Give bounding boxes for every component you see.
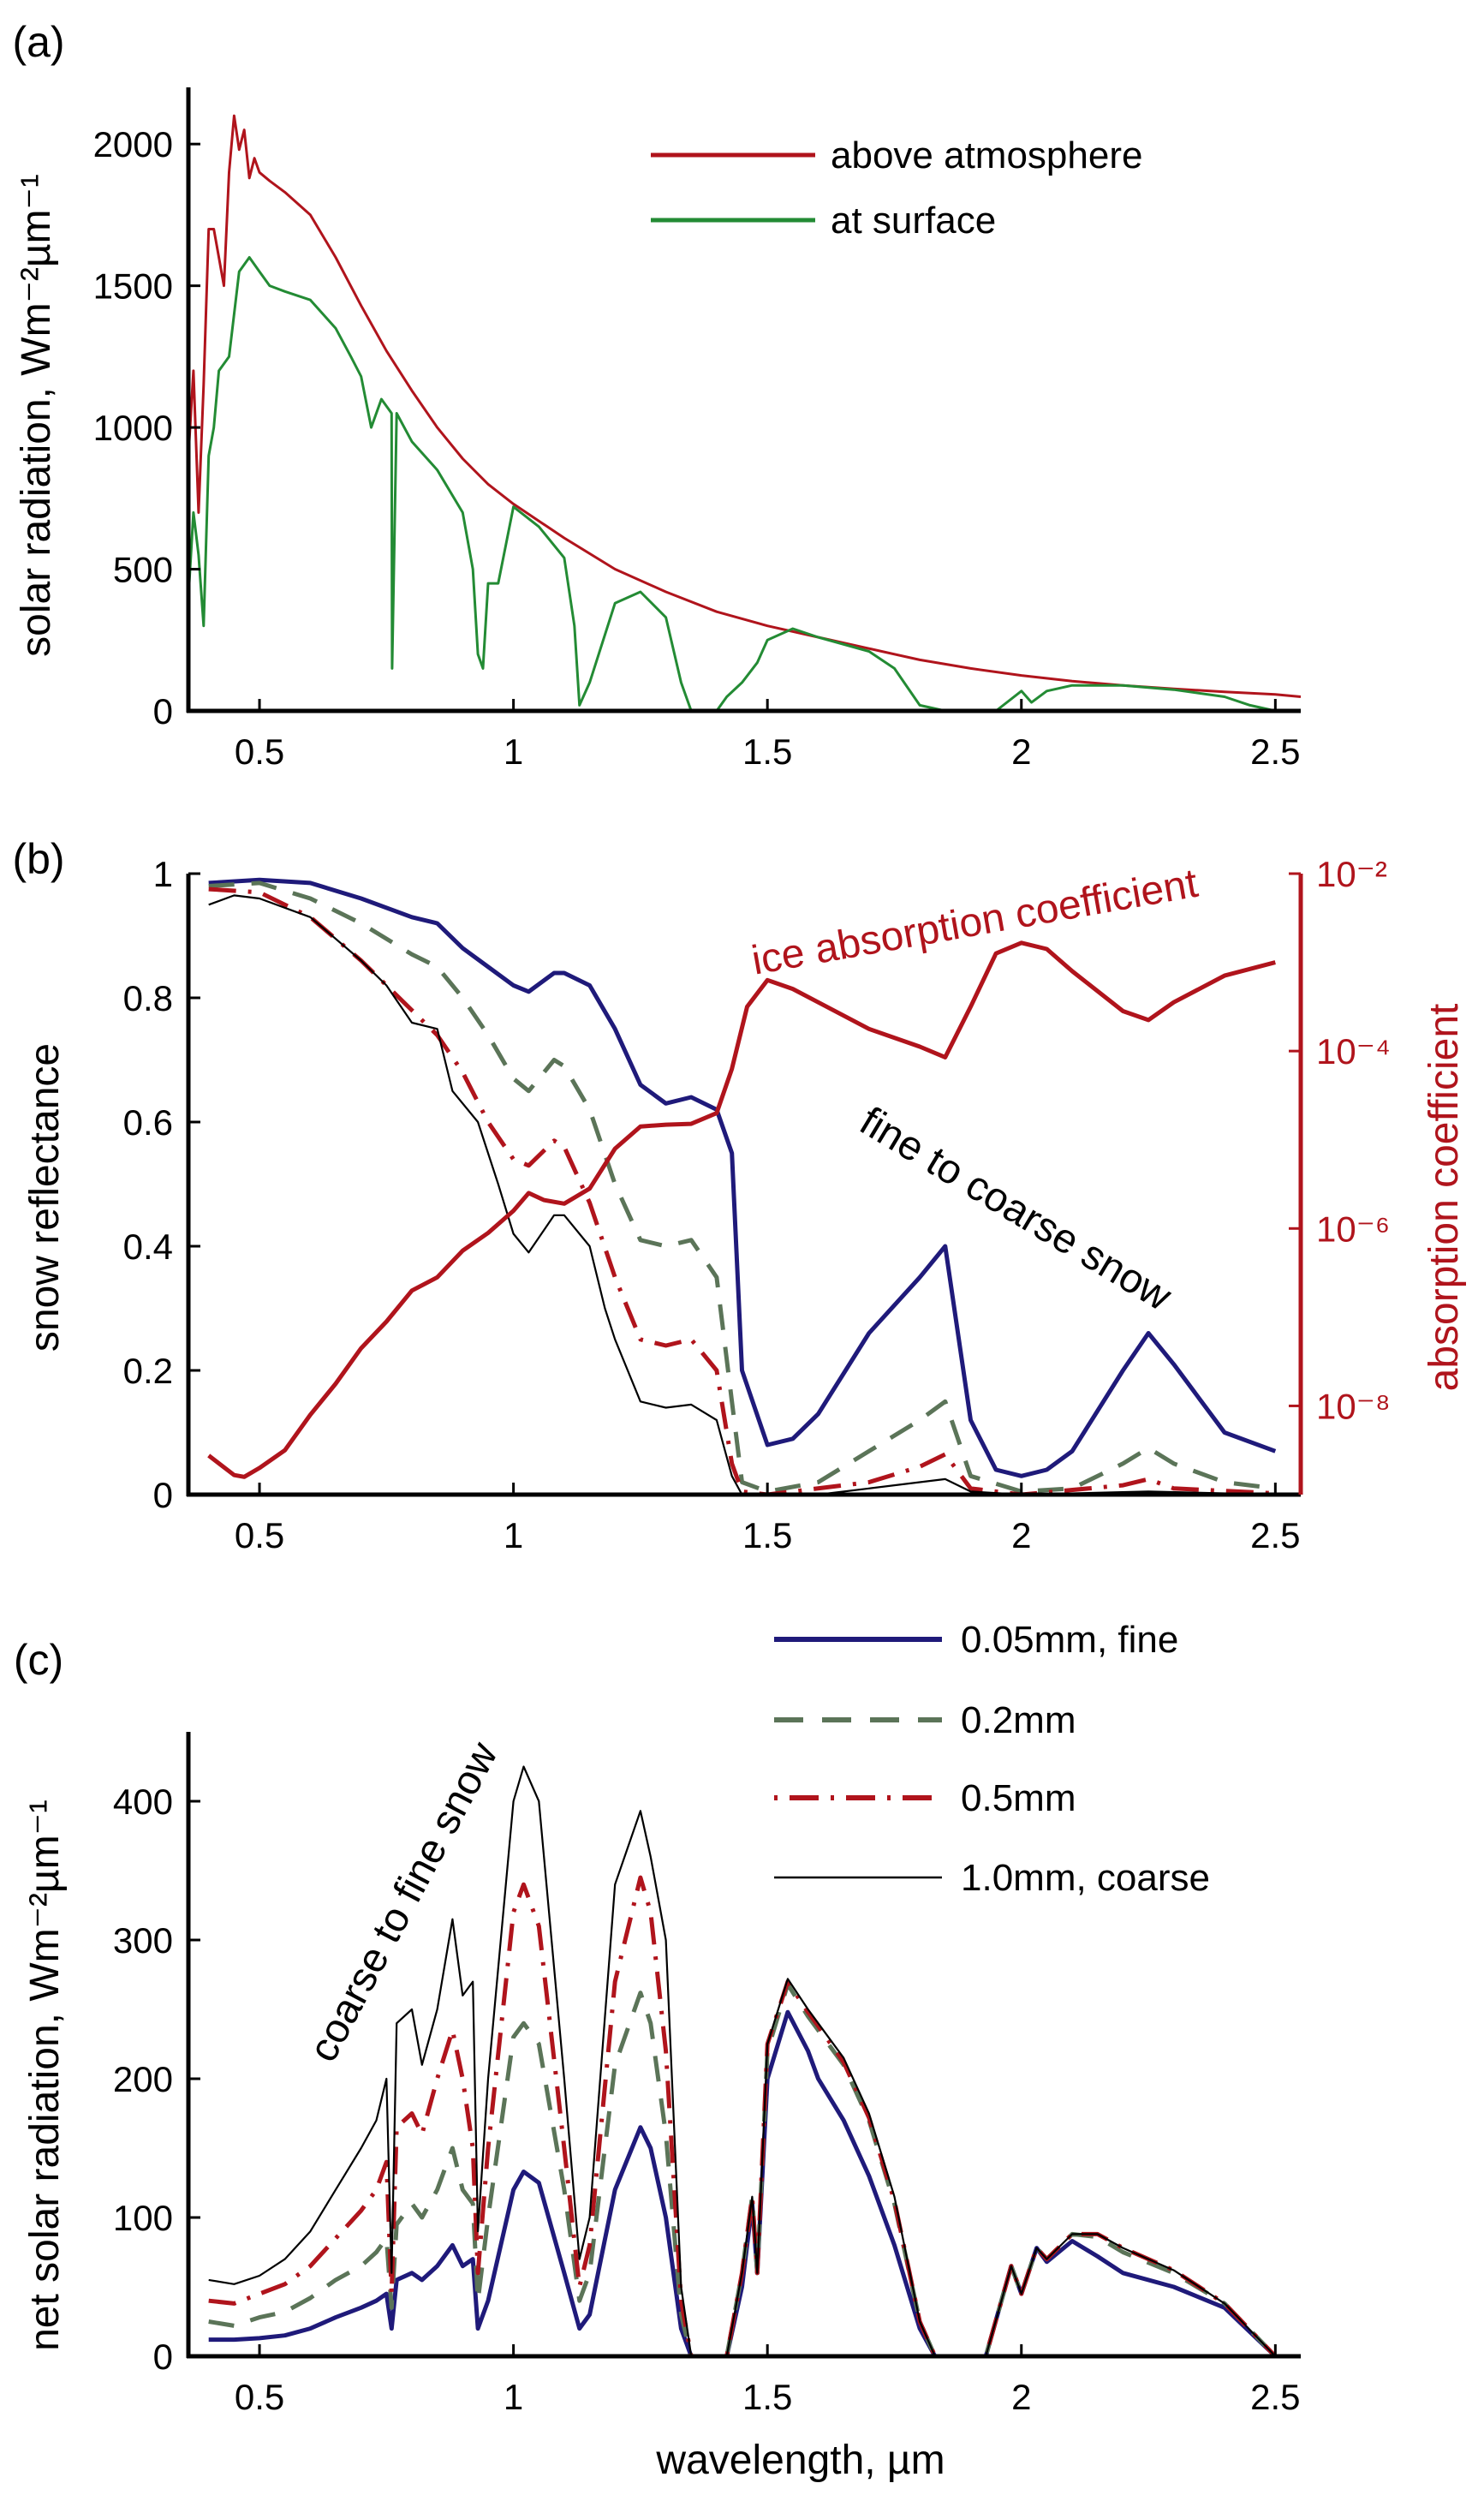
x-tick-label: 1 — [504, 731, 523, 772]
x-tick-label: 2 — [1011, 1515, 1031, 1555]
y-tick-label: 100 — [113, 2198, 173, 2238]
y-tick-label: 200 — [113, 2059, 173, 2099]
series-line-1.0mm-coarse — [208, 1765, 1277, 2358]
panel-label-c: (c) — [14, 1636, 63, 1684]
y-tick-label: 400 — [113, 1782, 173, 1822]
x-tick-label: 1 — [504, 1515, 523, 1555]
series-line-0.5mm — [208, 886, 1276, 1497]
y2-tick-label: 10⁻⁴ — [1316, 1031, 1391, 1071]
legend-label-above-atmosphere: above atmosphere — [831, 134, 1142, 176]
y2-tick-label: 10⁻⁸ — [1316, 1386, 1391, 1426]
series-line-ice-absorption-coefficient — [207, 940, 1276, 1479]
y-tick-label: 1000 — [93, 408, 173, 448]
y-tick-label: 500 — [113, 550, 173, 590]
y-axis-label-b: snow reflectance — [22, 1043, 68, 1352]
x-tick-label: 1 — [504, 2377, 523, 2417]
x-axis-label-c: wavelength, µm — [655, 2438, 945, 2483]
series-line-1.0mm-coarse — [208, 894, 1276, 1496]
series-line-0.05mm-fine — [208, 877, 1277, 1478]
y-axis-label-c: net solar radiation, Wm⁻²µm⁻¹ — [22, 1800, 68, 2351]
panel-label-a: (a) — [12, 18, 64, 66]
x-tick-label: 2.5 — [1250, 731, 1300, 772]
panel-label-b: (b) — [12, 835, 64, 883]
y2-tick-label: 10⁻² — [1316, 854, 1387, 894]
y-tick-label: 0.8 — [123, 978, 173, 1018]
y2-tick-label: 10⁻⁶ — [1316, 1209, 1390, 1249]
legend-a: above atmosphere at surface — [651, 134, 1142, 242]
series-line-0.05mm-fine — [208, 2009, 1278, 2359]
y-tick-label: 0 — [153, 2337, 173, 2377]
series-line-0.2mm — [208, 1982, 1278, 2359]
y-tick-label: 300 — [113, 1920, 173, 1961]
x-tick-label: 1.5 — [742, 1515, 792, 1555]
x-tick-label: 1.5 — [742, 2377, 792, 2417]
x-tick-label: 0.5 — [235, 1515, 284, 1555]
legend-label-0.2mm: 0.2mm — [961, 1699, 1076, 1741]
legend-c: 0.05mm, fine 0.2mm 0.5mm 1.0mm, coarse — [774, 1619, 1210, 1899]
legend-label-fine: 0.05mm, fine — [961, 1619, 1178, 1661]
y-tick-label: 0.4 — [123, 1227, 173, 1267]
x-tick-label: 2.5 — [1250, 2377, 1300, 2417]
y-axis-label-a: solar radiation, Wm⁻²µm⁻¹ — [14, 174, 59, 657]
y-tick-label: 0.2 — [123, 1351, 173, 1391]
annotation-fine-to-coarse: fine to coarse snow — [852, 1098, 1179, 1320]
y-tick-label: 2000 — [93, 124, 173, 164]
legend-label-0.5mm: 0.5mm — [961, 1777, 1076, 1819]
x-tick-label: 2.5 — [1250, 1515, 1300, 1555]
series-line-0.2mm — [208, 880, 1276, 1494]
legend-label-coarse: 1.0mm, coarse — [961, 1857, 1210, 1899]
y-tick-label: 1500 — [93, 266, 173, 307]
legend-label-at-surface: at surface — [831, 200, 996, 242]
x-tick-label: 2 — [1011, 731, 1031, 772]
y-tick-label: 0.6 — [123, 1102, 173, 1143]
y-tick-label: 0 — [153, 691, 173, 731]
x-tick-label: 0.5 — [235, 731, 284, 772]
x-tick-label: 2 — [1011, 2377, 1031, 2417]
y2-axis-label-b: absorption coefficient — [1421, 1004, 1467, 1392]
series-line-at-surface — [187, 256, 1301, 713]
y-tick-label: 0 — [153, 1475, 173, 1515]
series-line-above-atmosphere — [187, 114, 1302, 698]
annotation-coarse-to-fine: coarse to fine snow — [301, 1734, 507, 2068]
annotation-ice-absorption: ice absorption coefficient — [748, 861, 1201, 984]
x-tick-label: 0.5 — [235, 2377, 284, 2417]
x-tick-label: 1.5 — [742, 731, 792, 772]
y-tick-label: 1 — [153, 854, 173, 894]
